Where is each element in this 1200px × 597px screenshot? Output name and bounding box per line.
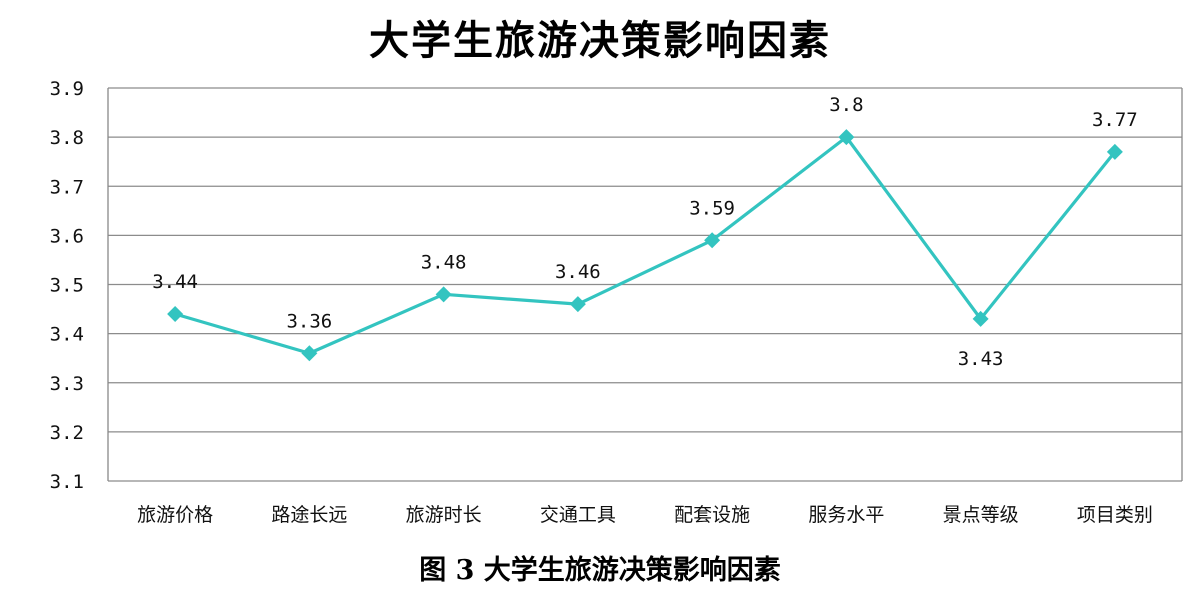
data-point-marker — [301, 345, 318, 362]
figure-caption: 图 3 大学生旅游决策影响因素 — [419, 555, 781, 586]
y-tick-label: 3.1 — [50, 471, 84, 493]
y-tick-labels: 3.1 3.2 3.3 3.4 3.5 3.6 3.7 3.8 3.9 — [50, 78, 84, 493]
chart-title: 大学生旅游决策影响因素 — [369, 17, 831, 64]
y-tick-label: 3.8 — [50, 127, 84, 149]
y-tick-label: 3.2 — [50, 422, 84, 444]
x-category-label: 景点等级 — [943, 504, 1019, 526]
x-category-label: 服务水平 — [808, 504, 884, 526]
data-point-marker — [435, 286, 452, 303]
data-label: 3.43 — [958, 348, 1004, 370]
y-tick-label: 3.4 — [50, 324, 84, 346]
data-label: 3.44 — [152, 271, 198, 293]
data-point-marker — [838, 129, 855, 146]
gridlines — [108, 87, 1182, 482]
series-line-layer — [174, 135, 1117, 355]
x-category-label: 交通工具 — [540, 504, 616, 526]
axes — [107, 88, 1183, 481]
series-line — [174, 135, 1117, 355]
series-markers — [167, 129, 1123, 362]
data-label: 3.59 — [689, 197, 735, 219]
x-category-label: 配套设施 — [674, 504, 750, 526]
data-point-marker — [1106, 143, 1123, 160]
data-label: 3.46 — [555, 261, 601, 283]
data-point-marker — [569, 296, 586, 313]
x-category-label: 旅游时长 — [406, 504, 482, 526]
y-tick-label: 3.7 — [50, 176, 84, 198]
y-tick-label: 3.5 — [50, 275, 84, 297]
data-labels: 3.44 3.36 3.48 3.46 3.59 3.8 3.43 3.77 — [152, 94, 1138, 370]
y-tick-label: 3.9 — [50, 78, 84, 100]
data-label: 3.8 — [829, 94, 863, 116]
y-tick-label: 3.3 — [50, 373, 84, 395]
data-point-marker — [704, 232, 721, 249]
data-point-marker — [972, 310, 989, 327]
data-point-marker — [167, 305, 184, 322]
data-label: 3.77 — [1092, 109, 1138, 131]
x-category-label: 路途长远 — [271, 504, 347, 526]
x-category-label: 项目类别 — [1077, 504, 1153, 526]
data-label: 3.36 — [286, 310, 332, 332]
x-category-label: 旅游价格 — [137, 504, 213, 526]
y-tick-label: 3.6 — [50, 225, 84, 247]
data-label: 3.48 — [421, 251, 467, 273]
x-category-labels: 旅游价格 路途长远 旅游时长 交通工具 配套设施 服务水平 景点等级 项目类别 — [137, 504, 1153, 526]
